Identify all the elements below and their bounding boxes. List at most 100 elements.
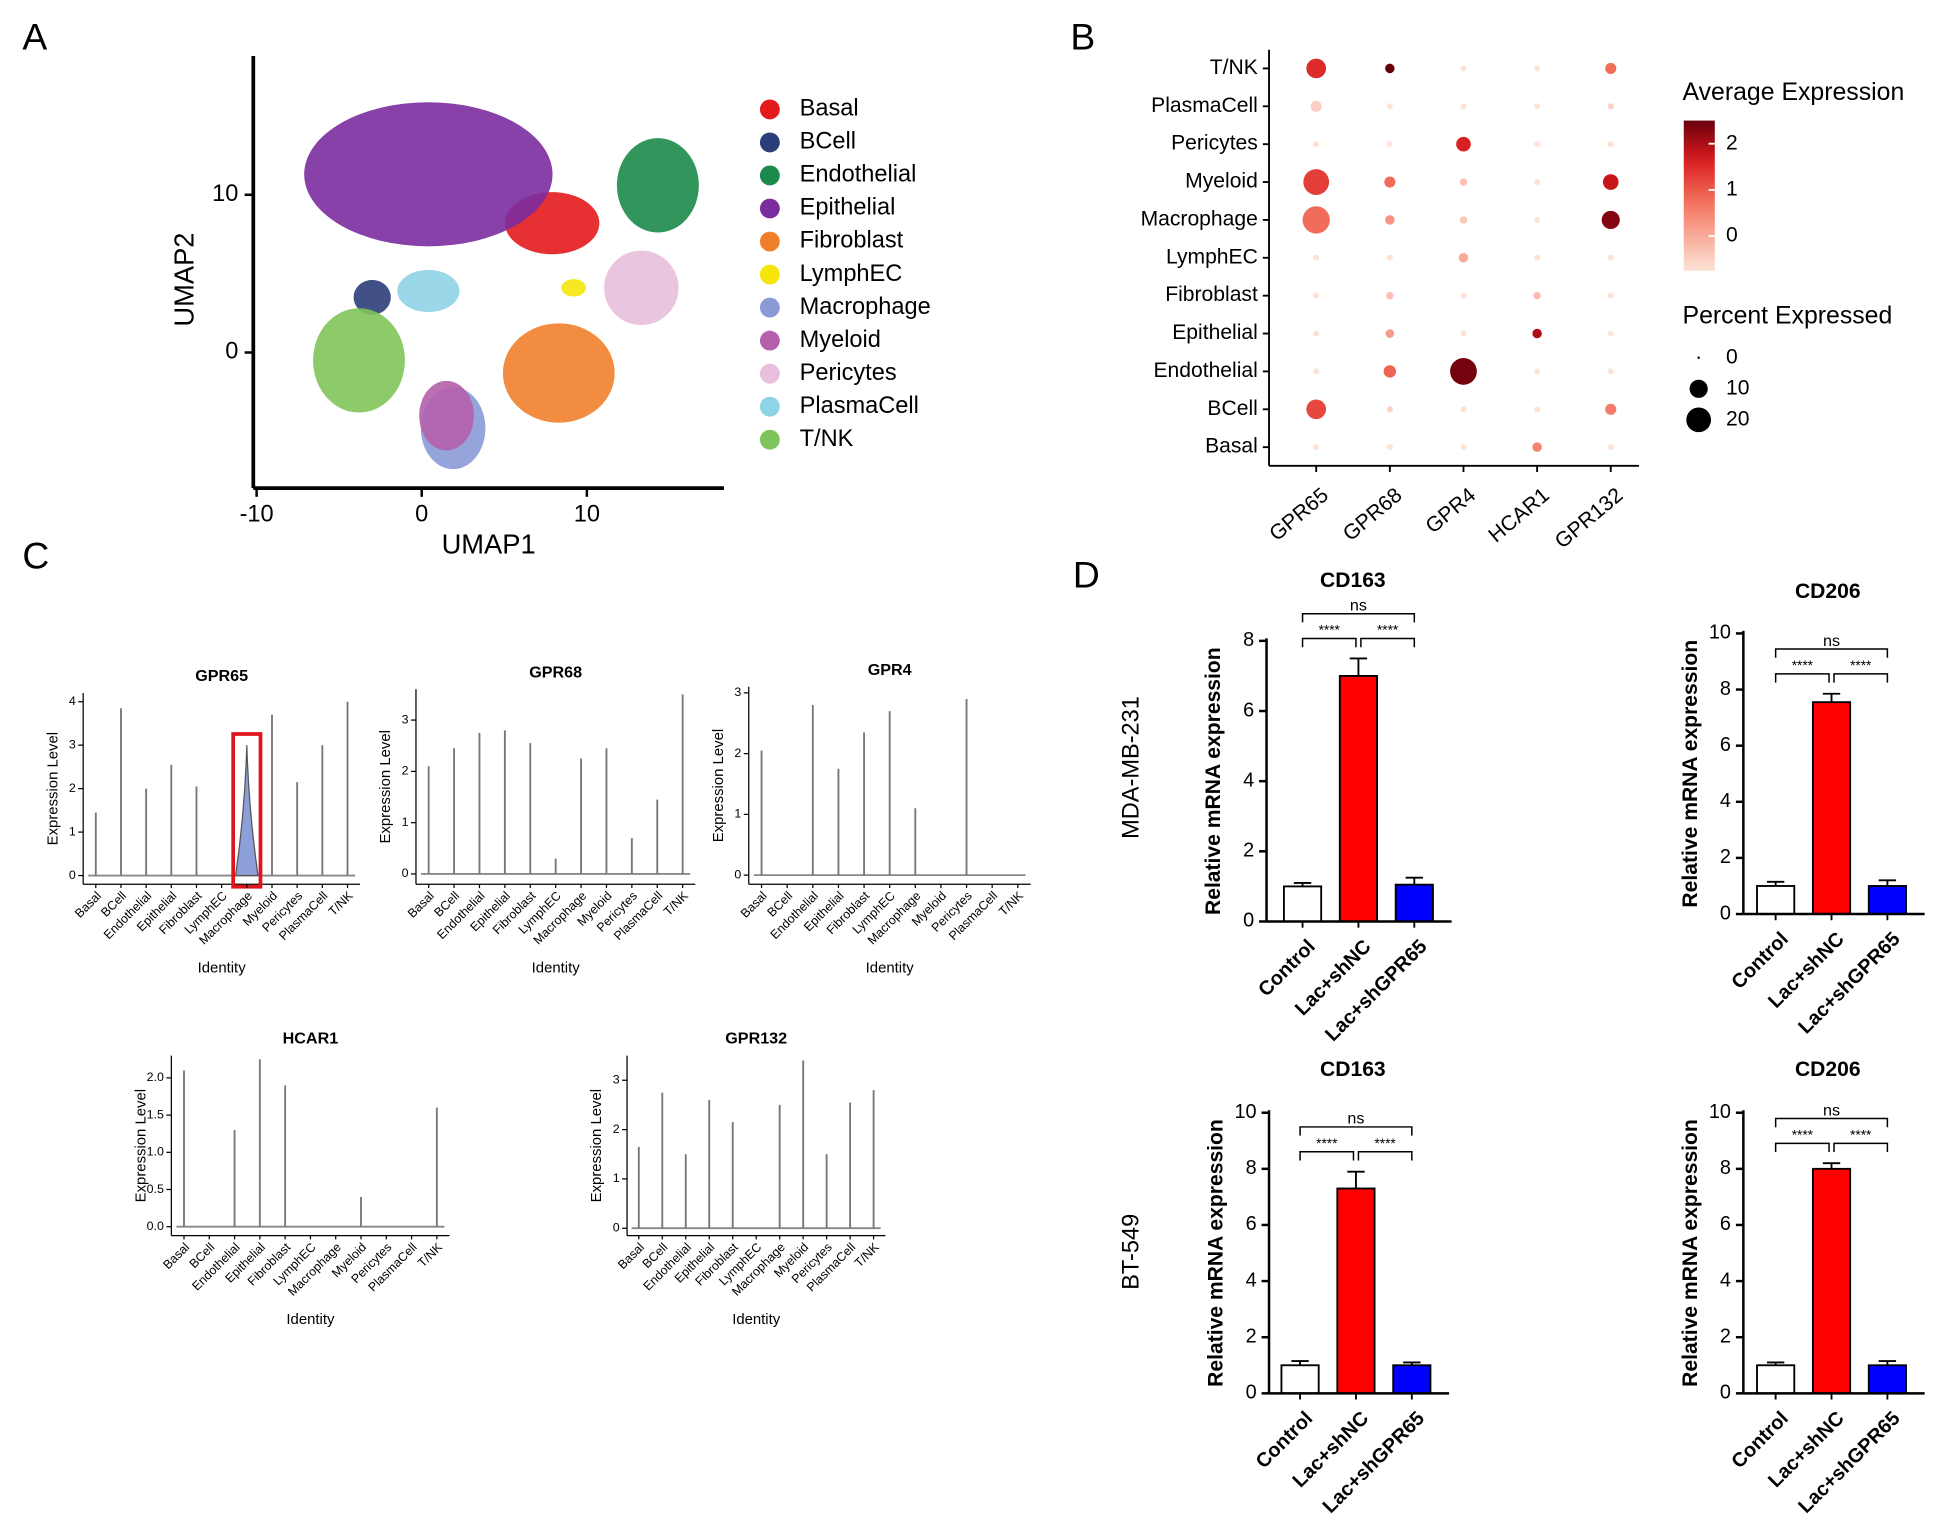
dot bbox=[1306, 399, 1327, 420]
violin bbox=[234, 745, 259, 877]
y-axis-label: Relative mRNA expression bbox=[1679, 1119, 1702, 1387]
dot bbox=[1386, 141, 1393, 148]
y-tick-label: 2 bbox=[402, 764, 409, 778]
dot bbox=[1459, 216, 1468, 224]
legend-label: Epithelial bbox=[800, 194, 896, 220]
dot bbox=[1302, 206, 1330, 234]
y-axis-label: Expression Level bbox=[589, 1089, 605, 1202]
x-tick-label: Basal bbox=[615, 1240, 647, 1272]
significance-label: **** bbox=[1316, 1136, 1338, 1151]
legend-label: Fibroblast bbox=[800, 227, 904, 253]
legend-label: Basal bbox=[800, 95, 859, 121]
error-bar bbox=[1347, 1170, 1365, 1189]
cluster bbox=[397, 269, 460, 313]
x-tick-label: Lac+shGPR65 bbox=[1321, 936, 1431, 1046]
y-tick-label: 0 bbox=[69, 868, 76, 882]
x-axis-label: Identity bbox=[286, 1312, 335, 1328]
dot bbox=[1386, 103, 1393, 110]
dot bbox=[1605, 62, 1617, 74]
chart-title: CD163 bbox=[1320, 1058, 1386, 1081]
dot bbox=[1313, 368, 1320, 375]
significance-bracket bbox=[1299, 1151, 1355, 1161]
y-tick-label: 10 bbox=[1709, 622, 1731, 644]
dot bbox=[1601, 210, 1620, 230]
significance-bracket bbox=[1774, 1142, 1830, 1153]
x-tick-label: GPR132 bbox=[1551, 484, 1628, 554]
significance-label: **** bbox=[1319, 623, 1341, 638]
y-tick-label: 4 bbox=[1246, 1269, 1257, 1291]
dot bbox=[1383, 365, 1397, 378]
bar bbox=[1392, 1364, 1432, 1395]
significance-bracket bbox=[1357, 1151, 1413, 1161]
bar bbox=[1338, 675, 1378, 923]
y-tick-label: Pericytes bbox=[1171, 132, 1258, 155]
dot bbox=[1607, 330, 1614, 337]
y-tick-label: 4 bbox=[1243, 769, 1254, 791]
y-tick-label: LymphEC bbox=[1166, 245, 1258, 268]
legend-label: T/NK bbox=[800, 425, 854, 451]
y-tick-label: 3 bbox=[613, 1073, 620, 1087]
x-tick-label: Basal bbox=[160, 1240, 192, 1272]
x-tick-label: T/NK bbox=[415, 1240, 445, 1270]
x-tick-label: Basal bbox=[738, 889, 770, 921]
y-tick-label: 6 bbox=[1720, 734, 1731, 756]
significance-label: **** bbox=[1375, 1136, 1397, 1151]
y-tick-label: 2 bbox=[1243, 840, 1254, 862]
error-bar bbox=[1766, 880, 1785, 886]
size-key bbox=[1686, 407, 1712, 433]
y-tick-label: 0 bbox=[1720, 1382, 1731, 1404]
y-tick-label: 3 bbox=[734, 685, 741, 699]
bar bbox=[1811, 1167, 1852, 1395]
dot bbox=[1534, 368, 1541, 375]
chart-title: GPR132 bbox=[725, 1030, 787, 1048]
significance-bracket bbox=[1774, 648, 1889, 658]
y-tick-label: 0 bbox=[734, 867, 741, 881]
legend-swatch bbox=[759, 396, 780, 417]
y-tick-label: 1 bbox=[613, 1171, 620, 1185]
legend-swatch bbox=[759, 264, 780, 285]
y-tick-label: 2.0 bbox=[147, 1070, 164, 1084]
y-tick-label: 1.5 bbox=[147, 1107, 164, 1121]
y-tick-label: 1 bbox=[69, 824, 76, 838]
dot bbox=[1460, 65, 1467, 72]
y-tick-label: 2 bbox=[1720, 1325, 1731, 1347]
y-tick-label: 6 bbox=[1720, 1213, 1731, 1235]
significance-label: **** bbox=[1850, 658, 1872, 673]
y-tick-label: PlasmaCell bbox=[1151, 94, 1258, 117]
y-tick-label: 3 bbox=[402, 712, 409, 726]
dot bbox=[1385, 215, 1395, 225]
dot bbox=[1459, 178, 1468, 186]
bar bbox=[1280, 1364, 1320, 1395]
cluster bbox=[561, 279, 587, 297]
x-tick-label: HCAR1 bbox=[1484, 484, 1554, 548]
panel-label: D bbox=[1073, 553, 1100, 595]
y-tick-label: 0 bbox=[1246, 1382, 1257, 1404]
size-key-label: 20 bbox=[1726, 407, 1749, 430]
y-tick-label: 2 bbox=[69, 781, 76, 795]
y-tick-label: Macrophage bbox=[1141, 208, 1258, 231]
color-tick-label: 1 bbox=[1726, 178, 1738, 201]
dot bbox=[1386, 444, 1393, 451]
dot bbox=[1313, 141, 1320, 148]
y-axis-label: Expression Level bbox=[378, 730, 394, 843]
dot bbox=[1534, 103, 1541, 110]
cluster bbox=[604, 250, 679, 326]
legend-swatch bbox=[759, 297, 780, 318]
bar bbox=[1867, 1364, 1907, 1395]
y-tick-label: 0.5 bbox=[147, 1182, 164, 1196]
legend-label: LymphEC bbox=[800, 260, 903, 286]
dot bbox=[1460, 330, 1467, 337]
bar bbox=[1394, 883, 1434, 923]
legend-swatch bbox=[759, 363, 780, 384]
significance-label: ns bbox=[1347, 1110, 1364, 1128]
significance-bracket bbox=[1301, 637, 1357, 648]
dot bbox=[1533, 291, 1541, 300]
dot bbox=[1450, 358, 1477, 385]
dot bbox=[1385, 63, 1395, 74]
row-label: MDA-MB-231 bbox=[1118, 696, 1144, 839]
x-tick-label: T/NK bbox=[661, 888, 691, 918]
y-tick-label: 1.0 bbox=[147, 1145, 164, 1159]
significance-label: **** bbox=[1377, 623, 1399, 638]
significance-label: ns bbox=[1350, 597, 1367, 615]
